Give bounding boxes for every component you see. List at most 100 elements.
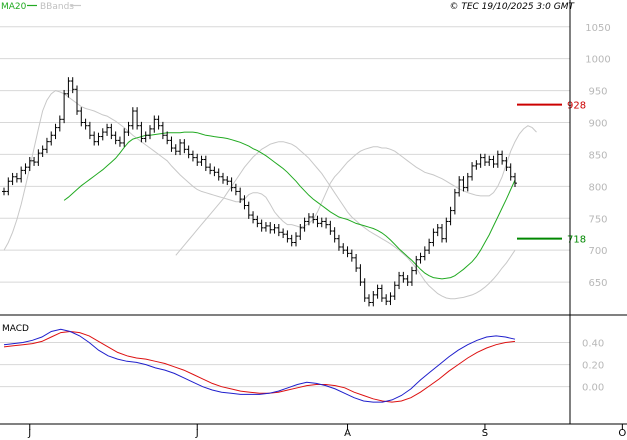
price-bar xyxy=(392,281,397,300)
price-tick-label: 650 xyxy=(588,278,607,289)
price-bar xyxy=(491,155,496,168)
price-bar xyxy=(371,291,376,307)
price-bar xyxy=(345,246,350,258)
macd-tick-label: 0.40 xyxy=(582,339,604,350)
price-tick-label: 800 xyxy=(588,182,607,193)
support-level-label: 718 xyxy=(567,235,586,246)
price-bar xyxy=(62,89,67,124)
price-bars xyxy=(2,77,517,307)
price-bar xyxy=(208,163,213,175)
price-bar xyxy=(148,125,152,140)
price-bar xyxy=(487,155,492,166)
price-bar xyxy=(182,139,187,154)
legend: MA20 BBands xyxy=(1,2,81,12)
price-bar xyxy=(431,228,436,247)
price-bar xyxy=(66,77,71,98)
price-levels: 928 718 xyxy=(517,101,586,246)
price-bar xyxy=(319,217,324,228)
price-bar xyxy=(251,211,256,224)
ma20-line xyxy=(63,131,516,280)
price-bar xyxy=(401,271,406,283)
price-bar xyxy=(75,85,79,115)
legend-bbands: BBands xyxy=(40,2,74,12)
x-tick-label: A xyxy=(344,428,351,439)
price-bar xyxy=(152,115,157,133)
price-bar xyxy=(478,153,483,168)
price-bar xyxy=(233,183,238,196)
price-tick-label: 900 xyxy=(588,119,607,130)
price-bar xyxy=(311,213,316,224)
price-bar xyxy=(156,115,161,130)
price-bar xyxy=(143,131,148,143)
price-bar xyxy=(221,172,225,184)
price-tick-label: 850 xyxy=(588,150,607,161)
price-bar xyxy=(57,115,62,132)
price-bar xyxy=(341,243,346,254)
x-tick-label: S xyxy=(482,428,488,439)
price-bar xyxy=(53,123,58,140)
price-bar xyxy=(405,275,410,286)
price-bar xyxy=(126,121,131,136)
resistance-level-label: 928 xyxy=(567,101,586,112)
copyright: © TEC 19/10/2025 3:0 GMT xyxy=(449,2,575,12)
price-bar xyxy=(358,264,363,286)
price-bar xyxy=(246,201,251,219)
price-bar xyxy=(173,144,178,156)
price-bar xyxy=(70,77,75,94)
price-bar xyxy=(268,222,273,234)
price-bar xyxy=(96,132,101,146)
price-bar xyxy=(418,252,423,264)
price-bar xyxy=(105,123,110,136)
price-bar xyxy=(289,234,294,247)
price-bar xyxy=(306,213,311,226)
price-bar xyxy=(190,150,195,162)
price-bar xyxy=(229,177,234,192)
price-bar xyxy=(384,294,389,306)
legend-ma20: MA20 xyxy=(1,2,27,12)
price-bar xyxy=(461,176,466,192)
price-bar xyxy=(212,166,217,177)
price-bar xyxy=(92,131,97,146)
price-bar xyxy=(285,230,290,243)
price-bar xyxy=(36,149,41,166)
price-bar xyxy=(388,292,393,306)
price-bar xyxy=(336,234,341,251)
price-bar xyxy=(255,215,260,228)
price-bar xyxy=(117,136,122,147)
price-bar xyxy=(2,187,6,196)
price-bar xyxy=(87,121,92,140)
price-bar xyxy=(169,136,174,152)
price-bar xyxy=(79,107,84,127)
price-bar xyxy=(354,254,359,272)
price-bar xyxy=(259,219,264,232)
price-bar xyxy=(500,150,505,165)
price-tick-label: 1000 xyxy=(585,55,610,66)
price-bar xyxy=(440,224,444,243)
price-bar xyxy=(302,217,307,232)
price-bar xyxy=(448,206,453,226)
price-bar xyxy=(23,163,28,175)
price-bar xyxy=(435,224,440,237)
price-bar xyxy=(324,217,329,229)
price-bar xyxy=(186,145,191,159)
price-bar xyxy=(44,137,49,154)
price-bar xyxy=(100,128,105,141)
macd-label: MACD xyxy=(2,324,29,334)
price-bar xyxy=(452,188,457,215)
price-bar xyxy=(14,172,19,183)
price-bar xyxy=(27,156,32,172)
price-bar xyxy=(109,123,114,140)
price-bar xyxy=(332,227,337,243)
price-bar xyxy=(375,284,380,299)
price-tick-label: 1050 xyxy=(585,23,610,34)
price-bar xyxy=(328,220,333,235)
price-bar xyxy=(225,176,230,186)
price-bar xyxy=(298,224,303,240)
price-bar xyxy=(272,224,277,234)
price-bar xyxy=(216,168,221,181)
price-bar xyxy=(113,131,118,145)
price-bar xyxy=(508,163,513,181)
price-bar xyxy=(315,215,320,228)
price-bar xyxy=(276,224,281,237)
